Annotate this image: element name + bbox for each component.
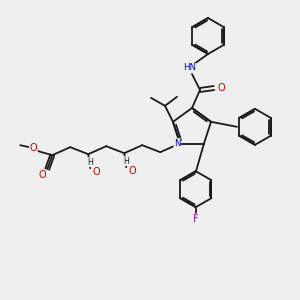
Text: O: O <box>29 143 37 153</box>
Text: O: O <box>38 170 46 180</box>
Text: HN: HN <box>184 64 196 73</box>
Text: N: N <box>174 139 181 148</box>
Text: F: F <box>193 214 199 224</box>
Text: H: H <box>123 157 129 166</box>
Text: O: O <box>217 83 225 93</box>
Text: O: O <box>92 167 100 177</box>
Text: O: O <box>128 166 136 176</box>
Text: H: H <box>87 158 93 167</box>
